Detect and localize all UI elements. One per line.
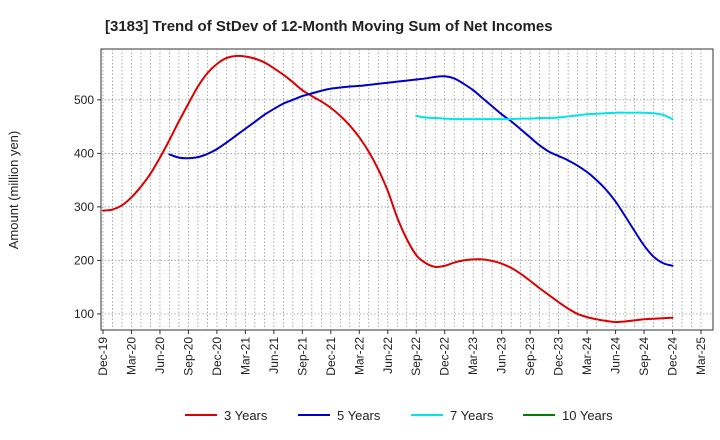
y-tick-label: 400 (74, 146, 94, 160)
y-axis-ticks: 100 200 300 400 500 (74, 93, 101, 321)
legend-label: 7 Years (450, 408, 494, 423)
x-tick-label: Jun-24 (609, 337, 623, 374)
series-line-3-years (102, 54, 674, 323)
chart-title: [3183] Trend of StDev of 12-Month Moving… (105, 18, 553, 35)
y-tick-label: 500 (74, 93, 94, 107)
series-line-7-years (415, 111, 674, 121)
x-tick-label: Jun-23 (495, 337, 509, 374)
x-tick-label: Mar-23 (466, 337, 480, 375)
x-tick-label: Dec-24 (666, 337, 680, 376)
grid-lines (101, 49, 713, 330)
x-tick-label: Dec-22 (438, 337, 452, 376)
x-tick-label: Jun-22 (381, 337, 395, 374)
x-tick-label: Mar-21 (238, 337, 252, 375)
x-tick-label: Jun-21 (267, 337, 281, 374)
x-tick-label: Sep-20 (181, 337, 195, 376)
x-axis-ticks: Dec-19 Mar-20 Jun-20 Sep-20 Dec-20 Mar-21 Jun-… (96, 330, 708, 376)
x-tick-label: Sep-21 (295, 337, 309, 376)
y-tick-label: 100 (74, 307, 94, 321)
legend: 3 Years 5 Years 7 Years 10 Years (185, 408, 613, 423)
legend-label: 3 Years (224, 408, 268, 423)
x-tick-label: Mar-25 (694, 337, 708, 375)
series-lines (102, 54, 674, 323)
x-tick-label: Sep-23 (523, 337, 537, 376)
x-tick-label: Dec-23 (552, 337, 566, 376)
x-tick-label: Mar-24 (580, 337, 594, 375)
legend-label: 10 Years (562, 408, 613, 423)
series-line-5-years (168, 75, 674, 267)
legend-label: 5 Years (337, 408, 381, 423)
x-tick-label: Dec-19 (96, 337, 110, 376)
x-tick-label: Dec-21 (324, 337, 338, 376)
x-tick-label: Mar-22 (352, 337, 366, 375)
y-tick-label: 300 (74, 200, 94, 214)
y-tick-label: 200 (74, 253, 94, 267)
x-tick-label: Mar-20 (124, 337, 138, 375)
x-tick-label: Jun-20 (153, 337, 167, 374)
y-axis-label: Amount (million yen) (6, 131, 21, 250)
x-tick-label: Dec-20 (210, 337, 224, 376)
x-tick-label: Sep-22 (409, 337, 423, 376)
x-tick-label: Sep-24 (637, 337, 651, 376)
